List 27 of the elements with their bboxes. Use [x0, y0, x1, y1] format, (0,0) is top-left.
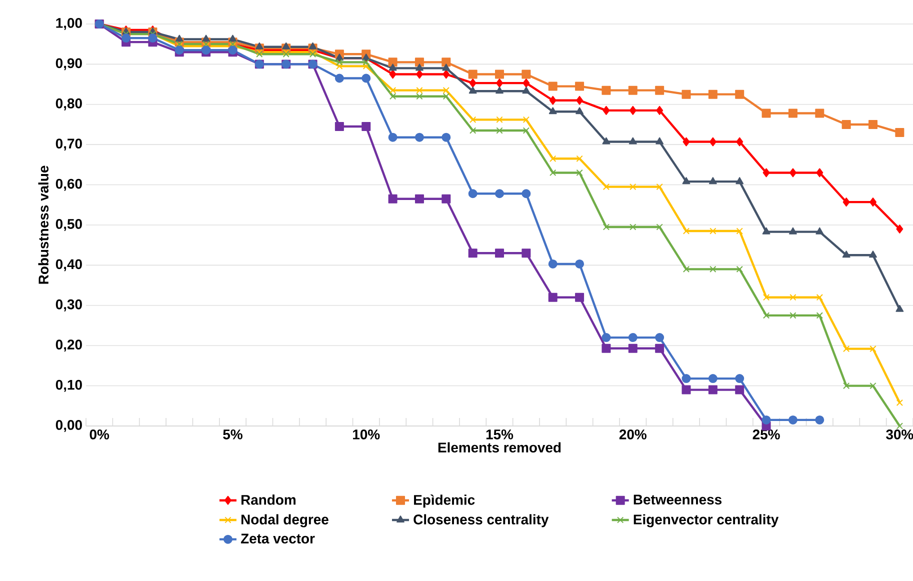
y-tick-label: 0,80 — [56, 98, 82, 110]
x-tick-label: 10% — [353, 429, 380, 440]
x-tick-label: 25% — [752, 429, 780, 440]
legend-label: Closeness centrality — [414, 514, 549, 528]
y-tick-label: 0,10 — [56, 380, 82, 392]
x-tick-label: 15% — [486, 430, 514, 440]
y-tick-label: 0,90 — [56, 58, 82, 70]
legend-label: Betweenness — [634, 494, 722, 505]
legend-label: Eigenvector centrality — [634, 514, 779, 528]
legend-label: Zeta vector — [240, 534, 315, 544]
y-tick-label: 0,30 — [56, 299, 82, 312]
y-tick-label: 0,60 — [56, 178, 82, 191]
x-tick-label: 0% — [90, 429, 110, 440]
y-tick-label: 0,00 — [56, 420, 82, 432]
y-axis-title: Robustness value — [38, 166, 49, 284]
x-tick-label: 30% — [886, 429, 913, 440]
y-tick-label: 0,50 — [56, 219, 82, 231]
x-axis-title: Elements removed — [438, 442, 561, 452]
legend-label: Epìdemic — [414, 494, 475, 508]
legend-label: Random — [241, 494, 296, 505]
y-tick-label: 0,70 — [56, 138, 82, 151]
y-tick-label: 0,20 — [56, 340, 82, 352]
y-tick-label: 1,00 — [56, 18, 82, 30]
legend-label: Nodal degree — [241, 514, 328, 528]
y-tick-label: 0,40 — [56, 259, 82, 272]
x-tick-label: 20% — [619, 429, 646, 440]
x-tick-label: 5% — [223, 430, 242, 440]
